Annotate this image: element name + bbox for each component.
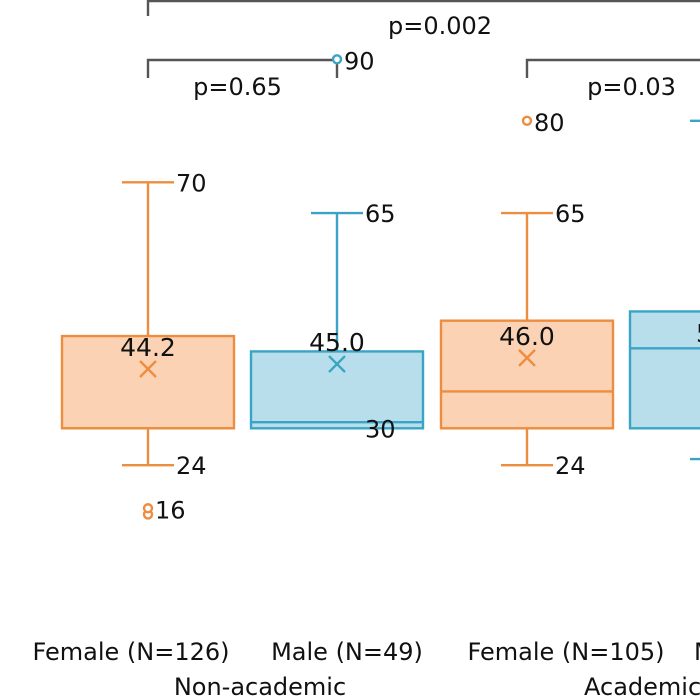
mean-marker (518, 349, 536, 367)
outlier-point (331, 54, 343, 65)
whisker-low-label: 24 (176, 452, 207, 480)
outlier-label: 16 (155, 496, 186, 524)
bracket-line (525, 58, 700, 78)
category-label: Female (N=105) (467, 638, 664, 666)
mean-marker (328, 355, 346, 373)
mean-label: 44.2 (120, 333, 176, 362)
significance-bracket-2: p=0.03 (525, 58, 700, 101)
p-value-label: p=0.002 (388, 12, 492, 40)
significance-bracket-1: p=0.65 (146, 58, 339, 101)
outlier-point (142, 503, 154, 514)
p-value-label: p=0.03 (587, 73, 676, 101)
box-2: 45.0 65 30 90 (249, 47, 425, 443)
iqr-box (628, 310, 700, 430)
box-1: 44.2 70 24 16 (60, 169, 236, 524)
category-label: Female (N=126) (32, 638, 229, 666)
whisker-low-label: 30 (365, 415, 396, 443)
p-value-label: p=0.65 (193, 73, 282, 101)
box-4: 5 (628, 119, 700, 461)
iqr-box (60, 334, 236, 430)
outlier-point (521, 115, 533, 127)
mean-label: 5 (696, 319, 700, 348)
group-label: Academic (584, 673, 700, 700)
whisker-high-label: 70 (176, 169, 207, 197)
outlier-label: 90 (344, 47, 375, 75)
category-label: Male (N= (694, 638, 700, 666)
group-label: Non-academic (174, 673, 346, 700)
mean-marker (139, 360, 157, 378)
category-label: Male (N=49) (271, 638, 423, 666)
bracket-line (146, 58, 339, 78)
category-labels: Female (N=126) Male (N=49) Female (N=105) M… (32, 638, 700, 700)
mean-label: 46.0 (499, 322, 555, 351)
whisker-high-label: 65 (555, 200, 586, 228)
bracket-line (146, 0, 700, 16)
outlier-label: 80 (534, 109, 565, 137)
significance-bracket-3: p=0.002 (146, 0, 700, 40)
box-plot-series: 44.2 70 24 16 45.0 65 30 90 46.0 65 24 80 5 (60, 47, 700, 524)
iqr-box (439, 319, 615, 430)
significance-brackets: p=0.65 p=0.03 p=0.002 (146, 0, 700, 101)
mean-label: 45.0 (309, 328, 365, 357)
box-3: 46.0 65 24 80 (439, 109, 615, 480)
whisker-low-label: 24 (555, 452, 586, 480)
whisker-high-label: 65 (365, 200, 396, 228)
